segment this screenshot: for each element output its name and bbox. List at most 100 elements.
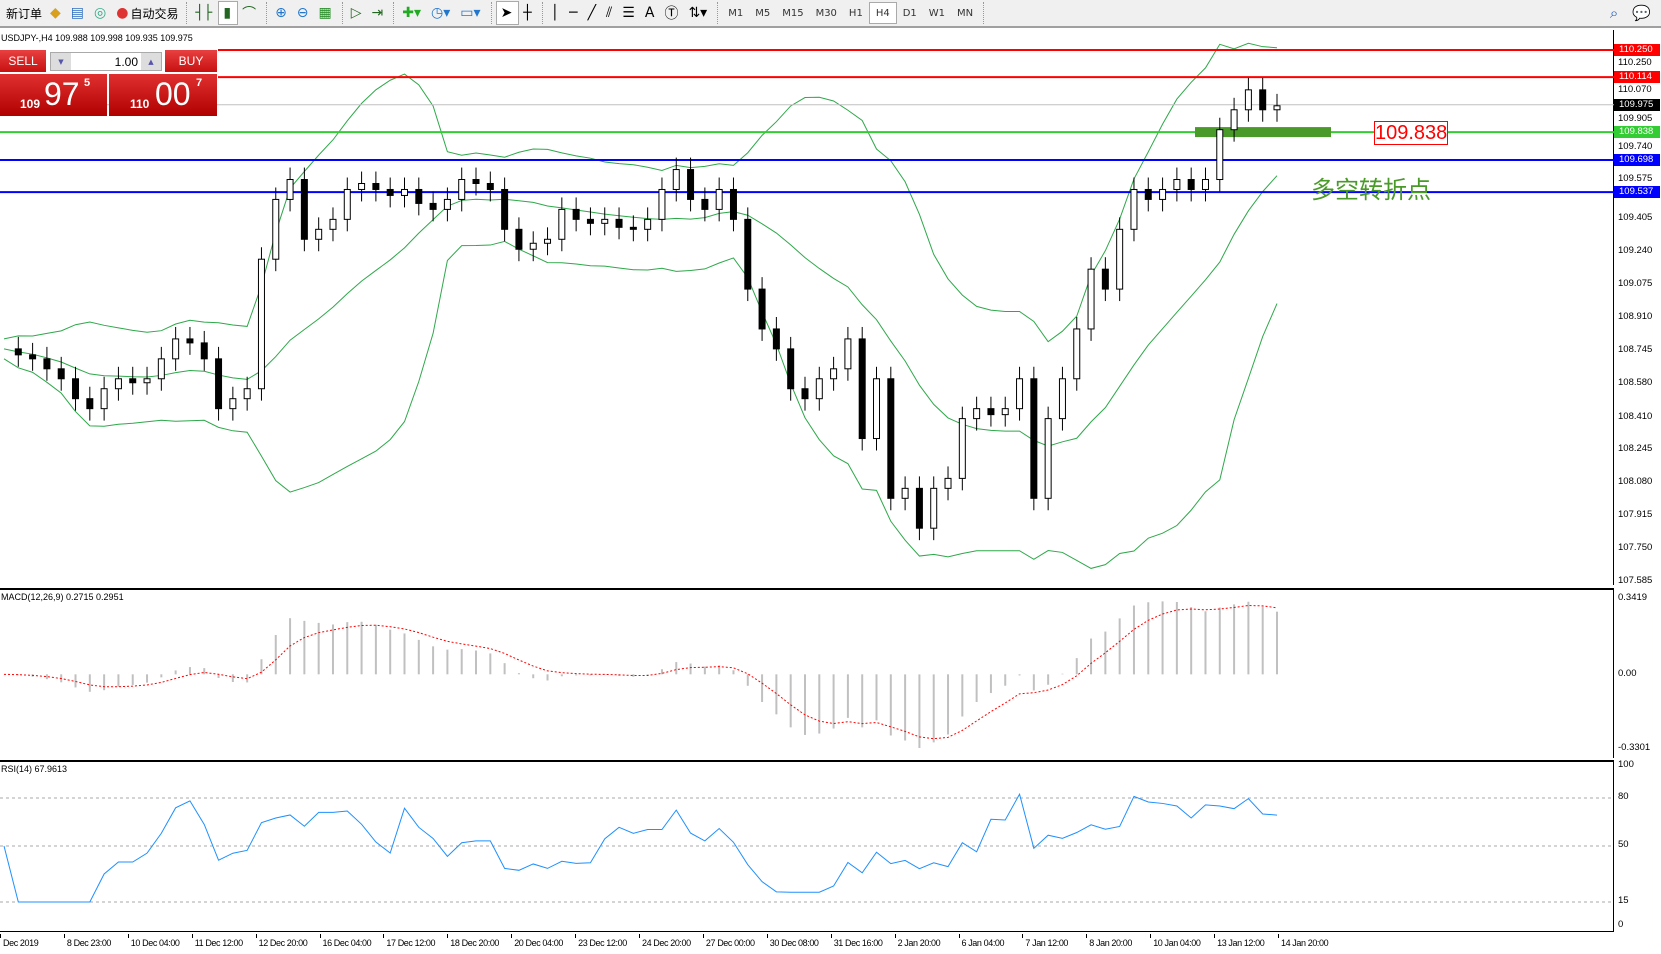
time-axis-label: Dec 2019 bbox=[0, 934, 39, 948]
search-icon[interactable]: ⌕ bbox=[1609, 4, 1619, 22]
macd-pane[interactable]: MACD(12,26,9) 0.2715 0.2951 bbox=[0, 588, 1614, 758]
tile-windows-button[interactable]: ▦ bbox=[315, 1, 338, 25]
candlestick-icon: ▮ bbox=[223, 5, 232, 21]
candle-body bbox=[157, 358, 165, 380]
candle-body bbox=[672, 169, 680, 190]
folder-icon: ◆ bbox=[50, 5, 61, 21]
bollinger-middle bbox=[3, 175, 1278, 447]
time-axis-label: 8 Dec 23:00 bbox=[63, 934, 112, 948]
macd-axis-label: 0.00 bbox=[1618, 668, 1637, 680]
candle-body bbox=[1273, 105, 1281, 111]
price-axis-label: 109.740 bbox=[1618, 140, 1653, 152]
timeframe-m5[interactable]: M5 bbox=[755, 7, 771, 19]
timeframe-h4[interactable]: H4 bbox=[868, 2, 897, 24]
chart-shift-button[interactable]: ⇥ bbox=[368, 1, 390, 25]
ask-quote[interactable]: 110 00 7 bbox=[109, 74, 217, 116]
timeframe-m30[interactable]: M30 bbox=[815, 7, 837, 19]
text-button[interactable]: A bbox=[641, 1, 661, 25]
price-axis-label: 108.580 bbox=[1618, 376, 1653, 388]
templates-button[interactable]: ▭▾ bbox=[456, 1, 486, 25]
divider bbox=[490, 2, 492, 24]
timeframe-bar: M1 M5 M15 M30 H1 H4 D1 W1 MN bbox=[722, 2, 979, 24]
horizontal-line-icon: ─ bbox=[569, 5, 578, 21]
bid-quote[interactable]: 109 97 5 bbox=[0, 74, 107, 116]
candle-body bbox=[830, 368, 838, 380]
time-axis-label: 6 Jan 04:00 bbox=[958, 934, 1005, 948]
crosshair-button[interactable]: ┼ bbox=[519, 1, 537, 25]
candle-body bbox=[729, 188, 737, 220]
candle-body bbox=[272, 198, 280, 260]
text-label-button[interactable]: Ⓣ bbox=[660, 1, 684, 25]
trendline-button[interactable]: ╱ bbox=[584, 1, 602, 25]
candle-body bbox=[987, 408, 995, 416]
increase-lot-button[interactable]: ▲ bbox=[141, 53, 161, 70]
candle-body bbox=[1073, 328, 1081, 380]
candle-body bbox=[1201, 179, 1209, 190]
auto-scroll-button[interactable]: ▷ bbox=[347, 1, 368, 25]
sell-button[interactable]: SELL bbox=[0, 50, 46, 72]
timeframe-h1[interactable]: H1 bbox=[848, 7, 863, 19]
price-chart[interactable]: USDJPY-,H4 109.988 109.998 109.935 109.9… bbox=[0, 30, 1614, 585]
crosshair-icon: ┼ bbox=[523, 5, 532, 21]
indicators-button[interactable]: ✚▾ bbox=[398, 1, 427, 25]
lot-input[interactable] bbox=[71, 53, 141, 70]
zoom-in-button[interactable]: ⊕ bbox=[271, 1, 293, 25]
cursor-button[interactable]: ➤ bbox=[495, 1, 520, 25]
auto-trading-label: 自动交易 bbox=[130, 6, 179, 21]
macd-signal-line bbox=[3, 605, 1278, 740]
candle-body bbox=[415, 188, 423, 204]
price-axis-label: 107.915 bbox=[1618, 509, 1653, 521]
bar-chart-button[interactable]: ┤├ bbox=[191, 1, 218, 25]
candle-body bbox=[815, 378, 823, 400]
rsi-pane[interactable]: RSI(14) 67.9613 bbox=[0, 760, 1614, 932]
candle-body bbox=[944, 477, 952, 489]
price-axis-label: 107.750 bbox=[1618, 542, 1653, 554]
arrows-button[interactable]: ⇅▾ bbox=[684, 1, 713, 25]
line-chart-button[interactable]: ⌒ bbox=[238, 1, 262, 25]
candle-body bbox=[386, 188, 394, 196]
candle-body bbox=[429, 202, 437, 210]
price-level-label: 109.838 bbox=[1374, 121, 1448, 145]
candle-chart-button[interactable]: ▮ bbox=[218, 1, 239, 25]
signals-button[interactable]: ◎ bbox=[90, 1, 112, 25]
chat-icon[interactable]: 💬 bbox=[1632, 4, 1651, 22]
navigator-button[interactable]: ▤ bbox=[67, 1, 90, 25]
rsi-axis-label: 15 bbox=[1618, 895, 1629, 906]
rsi-axis-label: 50 bbox=[1618, 839, 1629, 850]
timeframe-m15[interactable]: M15 bbox=[782, 7, 804, 19]
candle-body bbox=[958, 418, 966, 479]
macd-canvas bbox=[3, 601, 1278, 748]
lot-stepper: ▼ ▲ bbox=[50, 52, 162, 71]
vertical-line-button[interactable]: │ bbox=[547, 1, 565, 25]
candle-body bbox=[1244, 89, 1252, 111]
candle-body bbox=[1001, 408, 1009, 416]
price-axis-label: 108.410 bbox=[1618, 410, 1653, 422]
horizontal-line-button[interactable]: ─ bbox=[565, 1, 583, 25]
candle-body bbox=[558, 208, 566, 240]
candle-body bbox=[844, 338, 852, 370]
candle-body bbox=[1187, 179, 1195, 190]
new-order-button[interactable]: 新订单 bbox=[2, 1, 46, 25]
auto-scroll-icon: ▷ bbox=[350, 5, 362, 21]
price-axis-label: 110.250 bbox=[1618, 57, 1652, 68]
decrease-lot-button[interactable]: ▼ bbox=[51, 53, 71, 70]
bid-big: 97 bbox=[44, 76, 80, 112]
fibonacci-button[interactable]: ☰ bbox=[618, 1, 641, 25]
price-level-tag: 109.698 bbox=[1614, 153, 1660, 166]
candle-body bbox=[143, 378, 151, 384]
candle-body bbox=[901, 487, 909, 499]
timeframe-d1[interactable]: D1 bbox=[902, 7, 917, 19]
candle-body bbox=[1116, 228, 1124, 290]
timeframe-m1[interactable]: M1 bbox=[728, 7, 744, 19]
divider bbox=[186, 2, 188, 24]
candle-body bbox=[458, 179, 466, 200]
channel-button[interactable]: ⫽ bbox=[602, 1, 618, 25]
market-watch-button[interactable]: ◆ bbox=[46, 1, 67, 25]
timeframe-mn[interactable]: MN bbox=[957, 7, 974, 19]
time-axis-label: 31 Dec 16:00 bbox=[830, 934, 883, 948]
zoom-out-button[interactable]: ⊖ bbox=[293, 1, 315, 25]
periods-button[interactable]: ◷▾ bbox=[427, 1, 456, 25]
timeframe-w1[interactable]: W1 bbox=[928, 7, 946, 19]
auto-trading-button[interactable]: ● 自动交易 bbox=[112, 1, 182, 25]
buy-button[interactable]: BUY bbox=[165, 50, 217, 72]
